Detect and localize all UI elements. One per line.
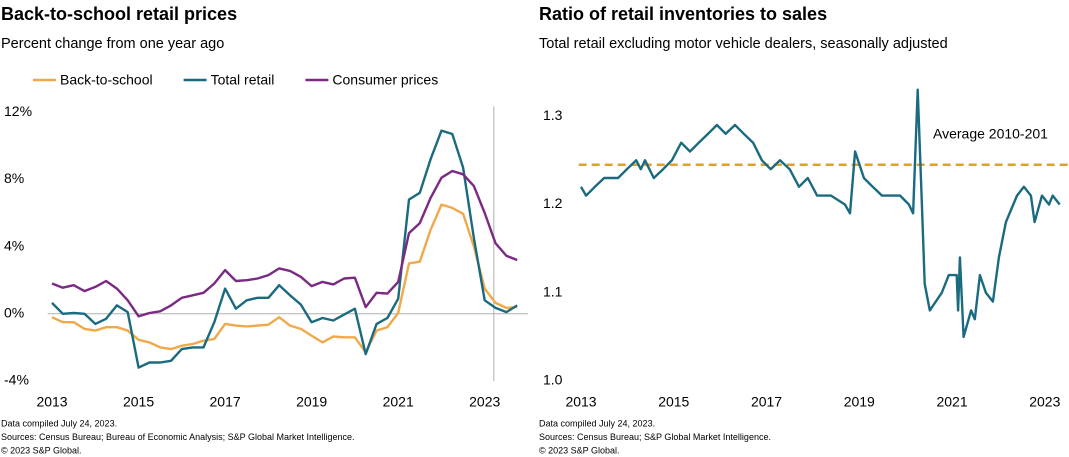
y-tick-label: 1.2 xyxy=(543,195,563,211)
footnote: Data compiled July 24, 2023. xyxy=(539,418,655,428)
x-tick-label: 2021 xyxy=(383,394,414,410)
x-tick-label: 2019 xyxy=(296,394,327,410)
average-label: Average 2010-201 xyxy=(933,125,1048,141)
footnote: Data compiled July 24, 2023. xyxy=(1,418,117,428)
chart-subtitle: Percent change from one year ago xyxy=(1,36,224,52)
x-tick-label: 2017 xyxy=(210,394,241,410)
y-tick-label: 12% xyxy=(4,103,32,119)
y-tick-label: -4% xyxy=(4,372,29,388)
y-tick-label: 1.1 xyxy=(543,283,563,299)
footnote: © 2023 S&P Global. xyxy=(1,445,82,455)
footnote: Sources: Census Bureau; Bureau of Econom… xyxy=(1,432,355,442)
footnote: © 2023 S&P Global. xyxy=(539,445,620,455)
y-tick-label: 8% xyxy=(4,170,24,186)
x-tick-label: 2013 xyxy=(565,394,596,410)
series-line xyxy=(51,203,518,354)
chart-subtitle: Total retail excluding motor vehicle dea… xyxy=(539,36,948,52)
legend-label: Back-to-school xyxy=(60,72,153,88)
y-tick-label: 0% xyxy=(4,304,24,320)
x-tick-label: 2021 xyxy=(936,394,967,410)
y-tick-label: 1.0 xyxy=(543,372,563,388)
y-tick-label: 4% xyxy=(4,237,24,253)
x-tick-label: 2013 xyxy=(36,394,67,410)
footnote: Sources: Census Bureau; S&P Global Marke… xyxy=(539,432,771,442)
y-tick-label: 1.3 xyxy=(543,107,563,123)
series-line xyxy=(51,129,518,369)
x-tick-label: 2023 xyxy=(469,394,500,410)
x-tick-label: 2019 xyxy=(844,394,875,410)
x-tick-label: 2015 xyxy=(123,394,154,410)
x-tick-label: 2015 xyxy=(658,394,689,410)
legend-label: Consumer prices xyxy=(332,72,438,88)
series-line xyxy=(51,169,518,318)
x-tick-label: 2023 xyxy=(1029,394,1060,410)
series-line xyxy=(579,88,1061,339)
x-tick-label: 2017 xyxy=(751,394,782,410)
legend-label: Total retail xyxy=(211,72,275,88)
chart-title: Back-to-school retail prices xyxy=(1,4,237,24)
chart-title: Ratio of retail inventories to sales xyxy=(539,4,827,24)
